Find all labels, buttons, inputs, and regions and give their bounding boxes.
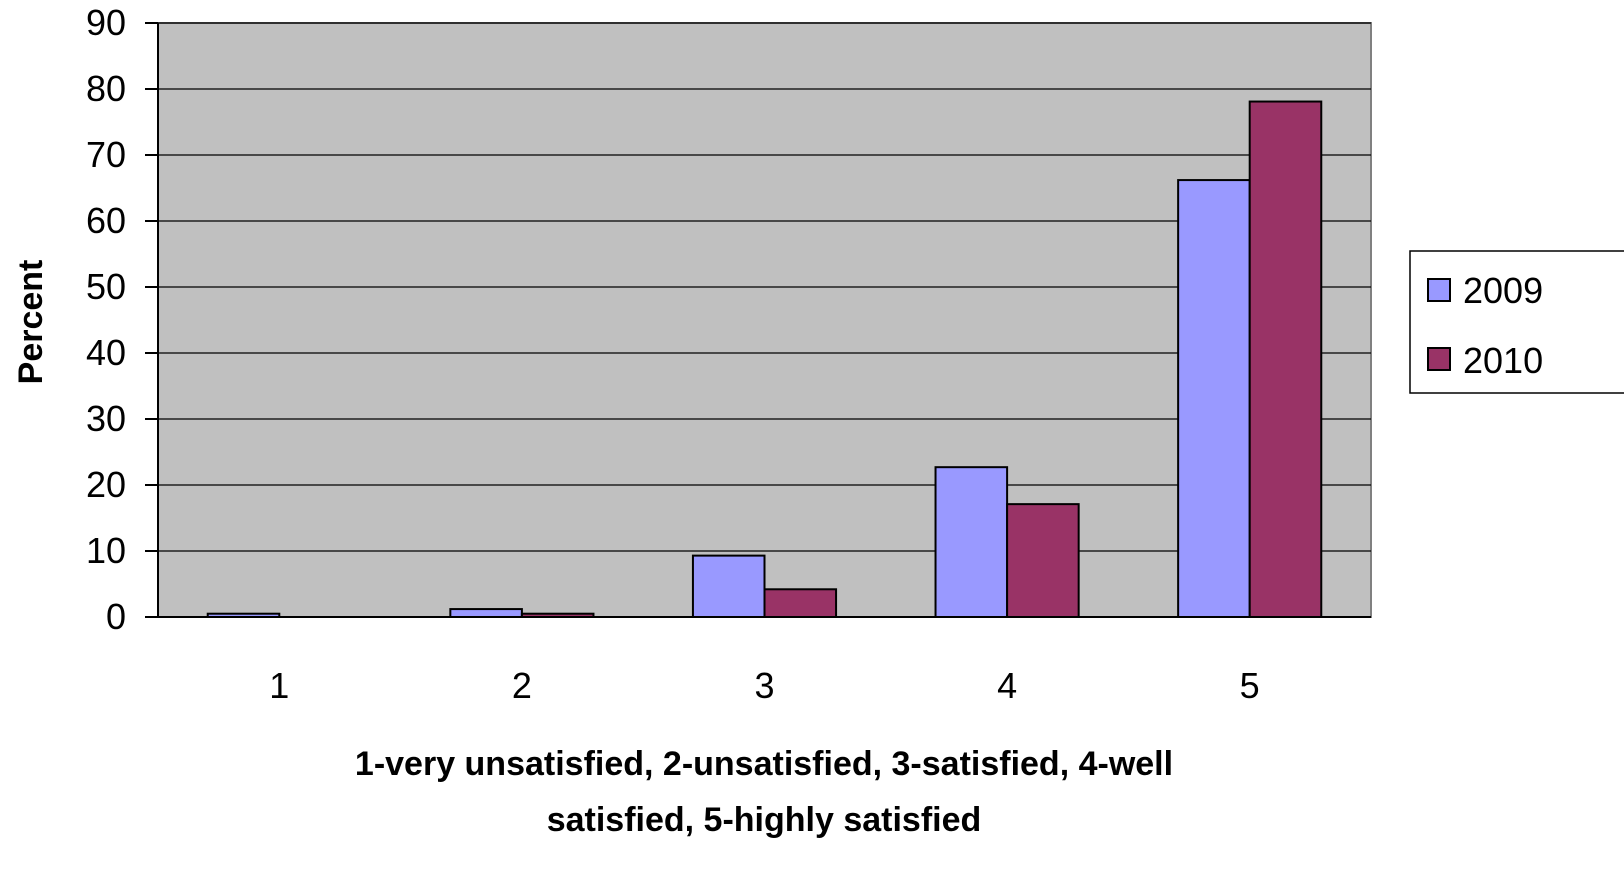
legend-label-2010: 2010	[1463, 340, 1543, 381]
legend-swatch-2010	[1427, 347, 1451, 371]
y-tick-label: 20	[86, 464, 126, 505]
y-tick-label: 0	[106, 596, 126, 637]
x-axis-categories: 1 2 3 4 5	[269, 665, 1259, 706]
x-axis-title-line-2: satisfied, 5-highly satisfied	[547, 801, 982, 839]
x-category-label: 5	[1240, 665, 1260, 706]
y-tick-label: 10	[86, 530, 126, 571]
bar-2010-3	[763, 588, 838, 619]
bar-2009-5	[1177, 179, 1251, 619]
y-tick-label: 70	[86, 134, 126, 175]
bar-2009-4	[934, 466, 1009, 618]
x-category-label: 2	[512, 665, 532, 706]
x-category-label: 3	[754, 665, 774, 706]
y-axis-title: Percent	[12, 260, 50, 385]
plot-area	[157, 22, 1372, 618]
x-category-label: 4	[997, 665, 1017, 706]
bars	[206, 100, 1323, 619]
x-axis-title-line-1: 1-very unsatisfied, 2-unsatisfied, 3-sat…	[355, 745, 1173, 783]
y-axis-ticks: 0 10 20 30 40 50 60 70 80 90	[86, 2, 158, 637]
legend-label-2009: 2009	[1463, 270, 1543, 311]
bar-2009-3	[691, 554, 766, 618]
y-tick-label: 90	[86, 2, 126, 43]
bar-2010-4	[1006, 503, 1080, 619]
y-tick-label: 40	[86, 332, 126, 373]
bar-2010-5	[1248, 100, 1323, 619]
y-tick-label: 80	[86, 68, 126, 109]
y-tick-label: 60	[86, 200, 126, 241]
y-tick-label: 50	[86, 266, 126, 307]
y-tick-label: 30	[86, 398, 126, 439]
gridlines	[158, 22, 1371, 552]
legend: 2009 2010	[1409, 250, 1624, 394]
legend-swatch-2009	[1427, 278, 1451, 302]
x-category-label: 1	[269, 665, 289, 706]
bar-2009-2	[449, 608, 523, 619]
